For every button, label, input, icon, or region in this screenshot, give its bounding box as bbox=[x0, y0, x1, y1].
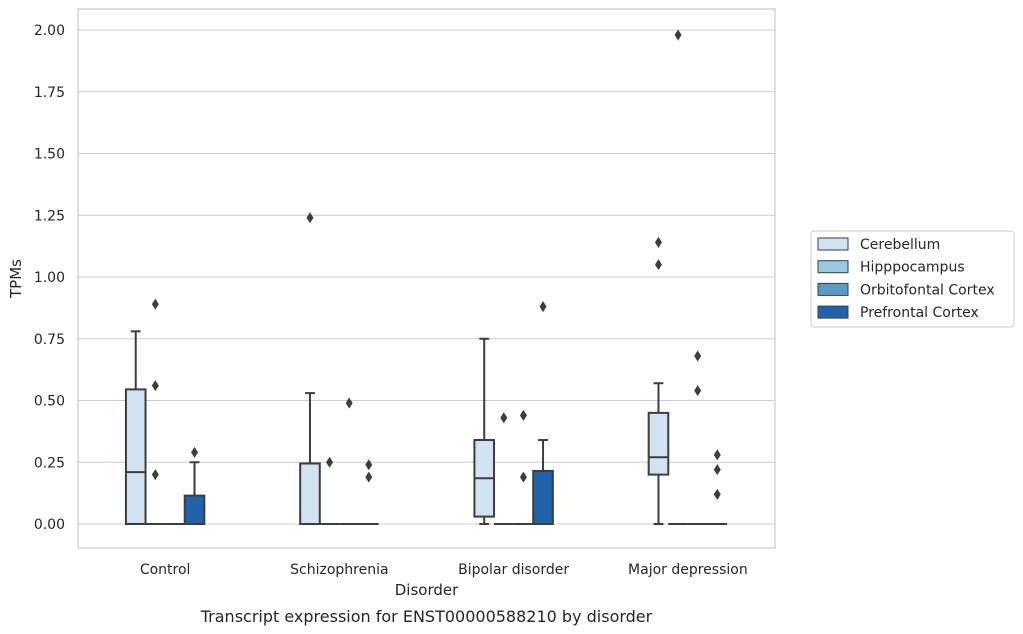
y-tick-label: 0.50 bbox=[34, 394, 65, 410]
legend-label: Cerebellum bbox=[860, 237, 940, 253]
x-axis-label: Disorder bbox=[395, 581, 459, 599]
box-prefrontal-cortex bbox=[183, 446, 206, 526]
box-hipppocampus bbox=[319, 456, 340, 525]
plot-frame bbox=[77, 8, 776, 549]
y-axis-label: TPMs bbox=[7, 259, 25, 299]
box-plots bbox=[124, 29, 728, 526]
plot-background bbox=[78, 9, 775, 548]
outlier-point bbox=[654, 236, 662, 248]
legend: Cerebellum Hipppocampus Orbitofontal Corte… bbox=[810, 230, 1015, 328]
outlier-point bbox=[500, 412, 508, 424]
y-tick-labels: 0.00 0.25 0.50 0.75 1.00 1.25 1.50 1.75 2.00 bbox=[34, 23, 65, 533]
outlier-point bbox=[539, 301, 547, 313]
outlier-point bbox=[713, 488, 721, 500]
outlier-point bbox=[654, 259, 662, 271]
x-tick-labels: Control Schizophrenia Bipolar disorder Majo… bbox=[140, 562, 748, 578]
outlier-point bbox=[326, 456, 334, 468]
y-tick-label: 0.00 bbox=[34, 517, 65, 533]
outlier-point bbox=[191, 446, 199, 458]
chart-caption: Transcript expression for ENST0000058821… bbox=[200, 607, 653, 626]
box-cerebellum bbox=[124, 330, 147, 526]
outlier-point bbox=[345, 397, 353, 409]
outlier-point bbox=[151, 469, 159, 481]
box-body bbox=[124, 388, 147, 526]
box-hipppocampus bbox=[145, 298, 166, 525]
box-orbitofontal-cortex bbox=[513, 409, 534, 525]
box-prefrontal-cortex bbox=[707, 449, 728, 525]
legend-swatch bbox=[817, 305, 849, 319]
box-cerebellum bbox=[473, 337, 496, 525]
outlier-point bbox=[694, 350, 702, 362]
box-hipppocampus bbox=[494, 412, 514, 525]
outlier-point bbox=[151, 298, 159, 310]
outlier-point bbox=[694, 385, 702, 397]
legend-label: Orbitofontal Cortex bbox=[860, 282, 995, 298]
outlier-point bbox=[151, 380, 159, 392]
box-body bbox=[183, 494, 206, 526]
box-cerebellum bbox=[647, 236, 670, 525]
box-hipppocampus bbox=[668, 29, 688, 525]
legend-swatch bbox=[817, 237, 849, 251]
outlier-point bbox=[713, 464, 721, 476]
y-tick-label: 1.50 bbox=[34, 147, 65, 163]
y-tick-label: 2.00 bbox=[34, 23, 65, 39]
outlier-point bbox=[365, 471, 373, 483]
box-body bbox=[532, 469, 554, 525]
x-tick-label: Bipolar disorder bbox=[458, 562, 569, 578]
y-tick-label: 1.00 bbox=[34, 270, 65, 286]
x-tick-label: Control bbox=[140, 562, 191, 578]
y-tick-label: 1.25 bbox=[34, 208, 65, 224]
x-tick-label: Schizophrenia bbox=[290, 562, 388, 578]
box-orbitofontal-cortex bbox=[339, 397, 359, 525]
legend-frame bbox=[810, 230, 1015, 328]
box-cerebellum bbox=[299, 212, 321, 525]
legend-swatch bbox=[817, 260, 849, 274]
box-body bbox=[647, 411, 670, 476]
outlier-point bbox=[365, 459, 373, 471]
legend-label: Hipppocampus bbox=[860, 260, 965, 276]
box-orbitofontal-cortex bbox=[687, 350, 708, 525]
outlier-point bbox=[519, 471, 527, 483]
outlier-point bbox=[306, 212, 314, 224]
y-tick-label: 1.75 bbox=[34, 85, 65, 101]
outlier-point bbox=[674, 29, 682, 41]
box-body bbox=[299, 462, 321, 525]
outlier-point bbox=[713, 449, 721, 461]
y-tick-label: 0.75 bbox=[34, 332, 65, 348]
legend-swatch bbox=[817, 282, 849, 296]
x-tick-label: Major depression bbox=[628, 562, 748, 578]
outlier-point bbox=[519, 409, 527, 421]
box-prefrontal-cortex bbox=[532, 301, 554, 525]
y-tick-label: 0.25 bbox=[34, 455, 65, 471]
legend-label: Prefrontal Cortex bbox=[860, 305, 979, 321]
box-prefrontal-cortex bbox=[358, 459, 379, 525]
